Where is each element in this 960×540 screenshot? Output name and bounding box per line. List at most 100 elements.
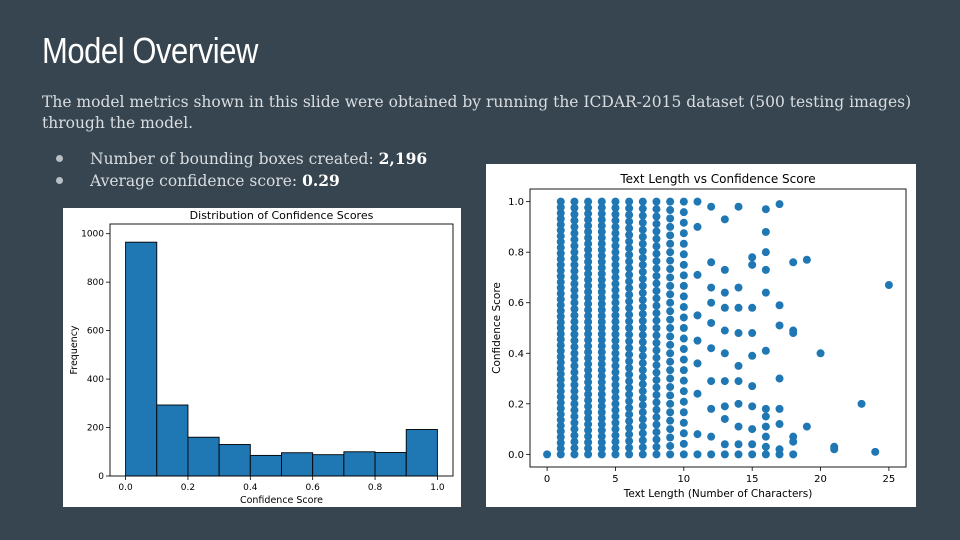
scatter-point — [638, 366, 647, 375]
x-tick-label: 0.6 — [306, 483, 321, 493]
scatter-point — [652, 398, 661, 407]
scatter-point — [597, 438, 606, 447]
scatter-point — [584, 408, 593, 417]
scatter-point — [625, 443, 634, 452]
scatter-point — [625, 370, 634, 379]
scatter-point — [734, 361, 743, 370]
scatter-point — [611, 444, 620, 453]
scatter-point — [556, 243, 565, 252]
scatter-point — [638, 443, 647, 452]
scatter-point — [570, 342, 579, 351]
scatter-point — [570, 361, 579, 370]
scatter-point — [556, 283, 565, 292]
scatter-point — [625, 450, 634, 459]
scatter-point — [556, 352, 565, 361]
scatter-point — [597, 275, 606, 284]
scatter-point — [666, 382, 675, 391]
scatter-point — [597, 251, 606, 260]
scatter-point — [570, 444, 579, 453]
scatter-point — [666, 399, 675, 408]
scatter-point — [570, 406, 579, 415]
histogram-bar — [187, 436, 220, 477]
scatter-point — [666, 281, 675, 290]
scatter-point — [597, 330, 606, 339]
scatter-point — [570, 387, 579, 396]
scatter-point — [666, 391, 675, 400]
scatter-point — [584, 305, 593, 314]
scatter-point — [761, 432, 770, 441]
scatter-point — [611, 342, 620, 351]
scatter-point — [720, 402, 729, 411]
scatter-point — [556, 278, 565, 287]
scatter-point — [570, 374, 579, 383]
scatter-point — [611, 273, 620, 282]
scatter-point — [638, 380, 647, 389]
scatter-point — [570, 412, 579, 421]
scatter-point — [679, 313, 688, 322]
scatter-point — [584, 420, 593, 429]
scatter-point — [666, 425, 675, 434]
histogram-bar — [374, 452, 407, 477]
scatter-point — [720, 215, 729, 224]
scatter-point — [693, 197, 702, 206]
scatter-point — [597, 420, 606, 429]
scatter-point — [816, 349, 825, 358]
scatter-point — [611, 279, 620, 288]
scatter-point — [570, 298, 579, 307]
scatter-point — [679, 418, 688, 427]
scatter-point — [556, 444, 565, 453]
scatter-point — [652, 361, 661, 370]
scatter-point — [611, 399, 620, 408]
scatter-point — [666, 239, 675, 248]
scatter-point — [652, 442, 661, 451]
scatter-point — [761, 442, 770, 451]
scatter-point — [570, 241, 579, 250]
histogram-chart: 0.0 0.2 0.4 0.6 0.8 1.0 0 200 400 600 800 1000 Distr… — [69, 209, 454, 506]
scatter-point — [625, 277, 634, 286]
scatter-point — [584, 348, 593, 357]
scatter-point — [625, 390, 634, 399]
scatter-point — [666, 298, 675, 307]
scatter-point — [775, 200, 784, 209]
scatter-point — [570, 203, 579, 212]
scatter-point — [734, 283, 743, 292]
scatter-point — [556, 410, 565, 419]
scatter-point — [775, 374, 784, 383]
scatter-point — [625, 417, 634, 426]
scatter-point — [652, 390, 661, 399]
scatter-point — [584, 257, 593, 266]
scatter-point — [679, 439, 688, 448]
scatter-point — [652, 324, 661, 332]
scatter-point — [611, 305, 620, 314]
scatter-point — [584, 372, 593, 381]
scatter-point — [666, 433, 675, 442]
histogram-plot-frame — [109, 223, 454, 477]
scatter-point — [556, 232, 565, 241]
scatter-point — [584, 360, 593, 369]
scatter-point — [652, 301, 661, 310]
scatter-point — [638, 197, 647, 206]
x-tick-label: 15 — [746, 474, 759, 485]
scatter-point — [570, 311, 579, 320]
scatter-point — [693, 336, 702, 345]
histogram-bar — [156, 404, 189, 477]
scatter-point — [652, 205, 661, 214]
scatter-point — [556, 209, 565, 218]
scatter-point — [611, 431, 620, 440]
scatter-point — [652, 420, 661, 429]
scatter-point — [761, 412, 770, 421]
scatter-point — [720, 414, 729, 423]
scatter-point — [570, 248, 579, 257]
scatter-point — [666, 265, 675, 274]
scatter-point — [666, 206, 675, 215]
scatter-point — [584, 444, 593, 453]
scatter-point — [638, 436, 647, 445]
scatter-point — [570, 336, 579, 345]
scatter-point — [584, 287, 593, 296]
scatter-point — [734, 450, 743, 459]
scatter-point — [556, 301, 565, 310]
scatter-point — [734, 399, 743, 408]
scatter-point — [638, 260, 647, 269]
scatter-point — [625, 250, 634, 259]
scatter-point — [652, 450, 661, 459]
